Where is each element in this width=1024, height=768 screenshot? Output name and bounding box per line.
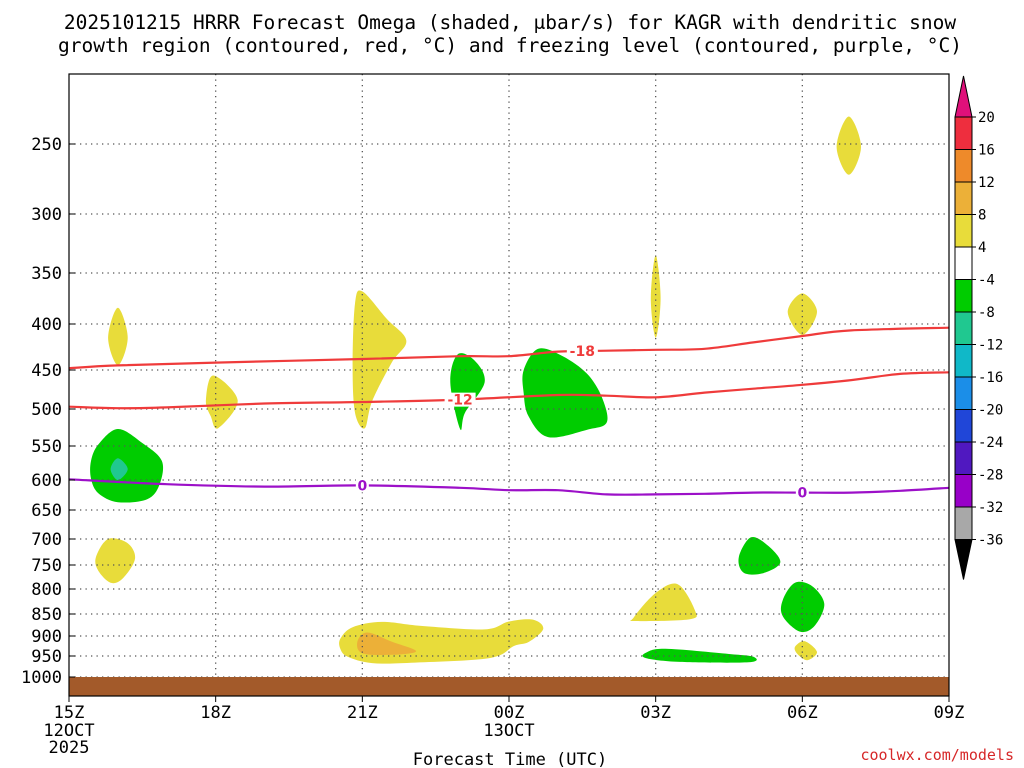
colorbar-top-arrow bbox=[954, 75, 973, 118]
ytick-label-500: 500 bbox=[31, 400, 62, 420]
omega-region-3 bbox=[108, 307, 128, 366]
colorbar-segment-4 bbox=[954, 246, 973, 280]
omega-region-12 bbox=[780, 581, 825, 633]
colorbar-label-1: 16 bbox=[978, 143, 995, 159]
colorbar-segment-12 bbox=[954, 506, 973, 540]
xtick-label-18Z: 18Z bbox=[200, 703, 231, 723]
colorbar-label-7: -12 bbox=[978, 338, 1003, 354]
x-axis-label: Forecast Time (UTC) bbox=[413, 750, 607, 768]
colorbar-label-6: -8 bbox=[978, 305, 995, 321]
ytick-label-700: 700 bbox=[31, 530, 62, 550]
ytick-label-600: 600 bbox=[31, 471, 62, 491]
isotherm-label--18C-0: -18 bbox=[570, 344, 595, 360]
omega-region-5 bbox=[205, 375, 238, 429]
xtick-sublabel-15Z-0: 12OCT bbox=[43, 721, 94, 741]
ytick-label-350: 350 bbox=[31, 264, 62, 284]
ytick-label-750: 750 bbox=[31, 556, 62, 576]
ytick-label-800: 800 bbox=[31, 580, 62, 600]
ytick-label-950: 950 bbox=[31, 647, 62, 667]
xtick-label-00Z: 00Z bbox=[494, 703, 525, 723]
ytick-label-400: 400 bbox=[31, 315, 62, 335]
colorbar-label-11: -28 bbox=[978, 468, 1003, 484]
colorbar-label-4: 4 bbox=[978, 240, 986, 256]
colorbar-segment-6 bbox=[954, 311, 973, 345]
ground-surface-bar bbox=[69, 677, 949, 696]
isotherm-label-0C-0: 0 bbox=[357, 478, 367, 494]
isotherm-0C bbox=[68, 478, 950, 496]
isotherm--18C bbox=[68, 326, 950, 370]
colorbar-bottom-arrow bbox=[954, 539, 973, 580]
ytick-label-850: 850 bbox=[31, 605, 62, 625]
chart-title-line-2: growth region (contoured, red, °C) and f… bbox=[58, 34, 962, 57]
colorbar-segment-2 bbox=[954, 181, 973, 215]
colorbar-label-10: -24 bbox=[978, 435, 1003, 451]
omega-region-15 bbox=[357, 632, 417, 656]
colorbar-segment-1 bbox=[954, 149, 973, 183]
isotherm--12C bbox=[68, 371, 950, 410]
colorbar-segment-5 bbox=[954, 279, 973, 313]
colorbar-label-9: -20 bbox=[978, 403, 1003, 419]
colorbar-label-13: -36 bbox=[978, 533, 1003, 549]
colorbar-label-8: -16 bbox=[978, 370, 1003, 386]
colorbar-segment-3 bbox=[954, 214, 973, 248]
colorbar-segment-9 bbox=[954, 409, 973, 443]
isotherm-label-bg-0-0 bbox=[566, 344, 598, 359]
isotherm-label-bg-2-1 bbox=[795, 485, 809, 500]
isotherm-label--12C-0: -12 bbox=[447, 393, 472, 409]
colorbar-label-5: -4 bbox=[978, 273, 995, 289]
xtick-sublabel-00Z-0: 13OCT bbox=[483, 721, 534, 741]
xtick-label-09Z: 09Z bbox=[934, 703, 965, 723]
omega-colorbar: 20 16 12 8 4 -4 -8 -12 -16 -20 -24 -28 -32 -36 bbox=[954, 75, 1003, 580]
omega-region-7 bbox=[522, 348, 608, 438]
colorbar-segment-11 bbox=[954, 474, 973, 508]
colorbar-label-12: -32 bbox=[978, 500, 1003, 516]
ytick-label-900: 900 bbox=[31, 627, 62, 647]
ytick-label-300: 300 bbox=[31, 205, 62, 225]
xtick-label-21Z: 21Z bbox=[347, 703, 378, 723]
colorbar-segment-7 bbox=[954, 344, 973, 378]
gridlines bbox=[69, 74, 949, 678]
ytick-label-1000: 1000 bbox=[21, 668, 62, 688]
ytick-label-550: 550 bbox=[31, 437, 62, 457]
omega-region-0 bbox=[836, 116, 861, 175]
colorbar-segment-0 bbox=[954, 116, 973, 150]
colorbar-segment-8 bbox=[954, 376, 973, 410]
colorbar-label-0: 20 bbox=[978, 110, 995, 126]
ytick-label-650: 650 bbox=[31, 501, 62, 521]
colorbar-segment-10 bbox=[954, 441, 973, 475]
colorbar-label-3: 8 bbox=[978, 208, 986, 224]
omega-region-9 bbox=[110, 458, 128, 480]
chart-title-line-1: 2025101215 HRRR Forecast Omega (shaded, … bbox=[64, 11, 956, 34]
isotherm-contours: -18 -12 0 0 bbox=[68, 326, 950, 502]
omega-region-17 bbox=[794, 641, 818, 661]
xtick-label-15Z: 15Z bbox=[54, 703, 85, 723]
isotherm-label-bg-2-0 bbox=[355, 478, 369, 493]
pressure-axis: 2503003504004505005506006507007508008509… bbox=[21, 135, 75, 688]
isotherm-label-bg-1-0 bbox=[444, 392, 476, 407]
xtick-sublabel-15Z-1: 2025 bbox=[49, 738, 90, 758]
ytick-label-450: 450 bbox=[31, 361, 62, 381]
omega-region-1 bbox=[650, 255, 661, 338]
omega-region-11 bbox=[738, 536, 781, 575]
ytick-label-250: 250 bbox=[31, 135, 62, 155]
omega-region-8 bbox=[90, 428, 164, 503]
omega-region-10 bbox=[95, 538, 136, 584]
credit-text: coolwx.com/models bbox=[860, 746, 1014, 764]
xtick-label-03Z: 03Z bbox=[640, 703, 671, 723]
omega-region-6 bbox=[450, 353, 485, 431]
colorbar-label-2: 12 bbox=[978, 175, 995, 191]
omega-region-13 bbox=[630, 583, 697, 622]
xtick-label-06Z: 06Z bbox=[787, 703, 818, 723]
isotherm-label-0C-1: 0 bbox=[797, 486, 807, 502]
omega-region-16 bbox=[642, 648, 757, 663]
